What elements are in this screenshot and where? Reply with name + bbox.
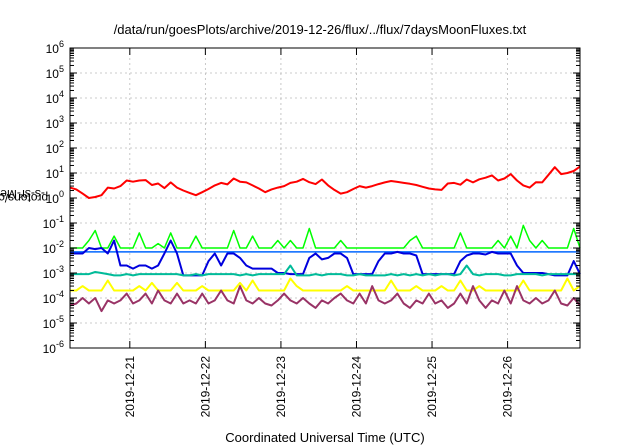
y-tick-label: 101 [46,164,64,181]
y-tick-exponent: 5 [59,64,64,74]
y-tick-label: 102 [46,139,64,156]
y-tick-exponent: -3 [56,264,64,274]
x-tick-label: 2019-12-21 [123,356,137,418]
y-tick-exponent: -6 [56,339,64,349]
y-tick-exponent: -1 [56,214,64,224]
x-tick-label: 2019-12-26 [501,356,515,418]
series-line [69,285,581,313]
y-tick-exponent: 2 [59,139,64,149]
y-tick-label: 10-4 [43,289,64,306]
y-tick-label: 10-1 [43,214,64,231]
y-tick-exponent: 6 [59,39,64,49]
y-tick-base: 10 [46,92,60,106]
y-tick-base: 10 [43,242,57,256]
y-tick-base: 10 [46,167,60,181]
series-line [70,264,580,277]
y-tick-exponent: 3 [59,114,64,124]
x-tick-label: 2019-12-23 [274,356,288,418]
y-tick-base: 10 [43,267,57,281]
chart-title: /data/run/goesPlots/archive/2019-12-26/f… [113,22,527,37]
y-tick-label: 10-6 [43,339,64,356]
y-tick-base: 10 [43,317,57,331]
x-tick-label: 2019-12-25 [425,356,439,418]
y-tick-label: 105 [46,64,64,81]
y-tick-label: 106 [46,39,64,56]
x-axis-label: Coordinated Universal Time (UTC) [225,430,425,445]
y-tick-exponent: 1 [59,164,64,174]
y-tick-base: 10 [46,67,60,81]
y-tick-base: 10 [43,342,57,356]
y-tick-exponent: -5 [56,314,64,324]
y-tick-label: 100 [46,189,64,206]
y-tick-base: 10 [46,192,60,206]
y-label-post: -s-sr-MeV [0,186,45,201]
x-tick-labels: 2019-12-21 2019-12-22 2019-12-23 2019-12-24… [123,356,515,418]
y-tick-exponent: -2 [56,239,64,249]
y-tick-label: 104 [46,89,64,106]
series-line [70,224,581,249]
y-tick-exponent: 0 [59,189,64,199]
y-tick-base: 10 [43,292,57,306]
series-line [70,239,581,277]
y-tick-label: 103 [46,114,64,131]
y-tick-label: 10-2 [43,239,64,256]
axis-ticks [70,47,580,349]
y-tick-label: 10-3 [43,264,64,281]
series-line [69,165,581,199]
y-tick-base: 10 [46,42,60,56]
y-tick-labels: 10-610-510-410-310-210-11001011021031041… [43,39,64,356]
x-tick-label: 2019-12-24 [349,356,363,418]
y-tick-label: 10-5 [43,314,64,331]
series-line [70,277,581,292]
y-tick-exponent: -4 [56,289,64,299]
series-lines [69,165,581,313]
y-tick-base: 10 [46,142,60,156]
y-tick-base: 10 [43,217,57,231]
y-tick-base: 10 [46,117,60,131]
x-tick-label: 2019-12-22 [198,356,212,418]
y-tick-exponent: 4 [59,89,64,99]
